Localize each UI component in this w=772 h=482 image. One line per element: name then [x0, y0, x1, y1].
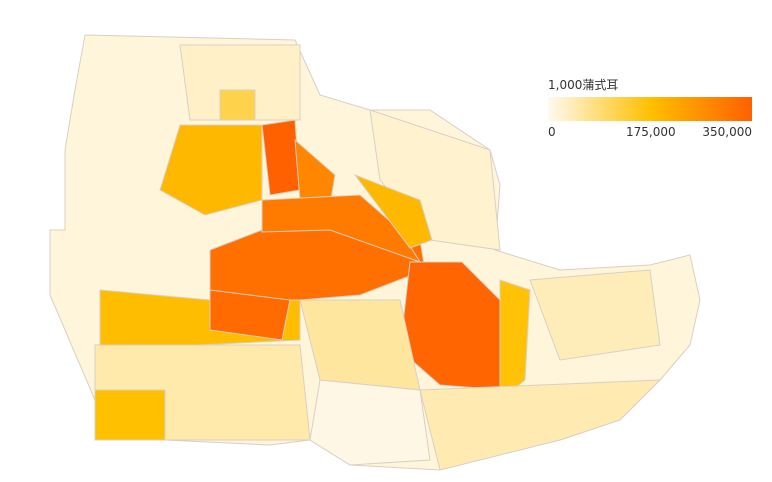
- map-region: [369, 109, 501, 251]
- legend: 1,000蒲式耳 0 175,000 350,000: [548, 76, 752, 141]
- map-region: [179, 44, 301, 121]
- legend-min-label: 0: [548, 125, 556, 139]
- legend-mid-label: 175,000: [626, 125, 676, 139]
- map-region: [419, 379, 662, 471]
- map-region: [159, 124, 263, 216]
- map-region: [529, 269, 661, 361]
- map-region: [94, 389, 166, 441]
- map-region: [309, 379, 431, 466]
- map-region: [209, 289, 291, 341]
- legend-title: 1,000蒲式耳: [548, 78, 619, 92]
- legend-max-label: 350,000: [702, 125, 752, 139]
- map-region: [353, 173, 433, 249]
- map-region: [219, 89, 256, 121]
- map-region: [261, 194, 422, 263]
- legend-color-bar: [548, 97, 752, 121]
- map-region: [499, 279, 531, 402]
